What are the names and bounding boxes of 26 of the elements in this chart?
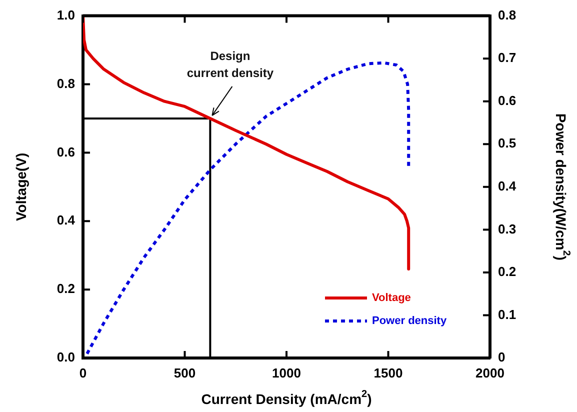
x-tick-label: 0 bbox=[79, 365, 87, 380]
y2-tick-label: 0.6 bbox=[498, 92, 516, 108]
line-series bbox=[86, 61, 410, 356]
y2-tick-label: 0.8 bbox=[498, 7, 516, 22]
annotation: Design current density bbox=[186, 48, 274, 80]
y2-tick-label: 0.1 bbox=[498, 306, 516, 322]
y2-tick-label: 0.5 bbox=[498, 136, 516, 151]
y2-tick-label: 0.7 bbox=[498, 50, 516, 66]
y2-tick-label: 0.4 bbox=[498, 178, 517, 194]
y-tick-label: 0.6 bbox=[56, 144, 75, 160]
y2-tick-label: 0.3 bbox=[498, 221, 516, 236]
y2-tick-label: 0.2 bbox=[498, 264, 516, 280]
x-tick-label: 500 bbox=[174, 365, 196, 380]
legend-label: Power density bbox=[372, 315, 448, 328]
y-tick-label: 0.2 bbox=[56, 281, 75, 296]
x-tick-label: 2000 bbox=[476, 365, 504, 380]
y2-tick-label: 0 bbox=[498, 350, 506, 365]
x-tick-label: 1000 bbox=[272, 365, 301, 380]
y-tick-label: 0.4 bbox=[56, 212, 76, 228]
y-tick-label: 0.0 bbox=[56, 350, 75, 365]
legend-label: Voltage bbox=[372, 292, 411, 304]
y-tick-label: 0.8 bbox=[56, 76, 75, 91]
y2-axis-title: Power density(W/cm2) bbox=[553, 113, 572, 260]
y-tick-label: 1.0 bbox=[56, 7, 75, 22]
x-tick-label: 1500 bbox=[374, 365, 403, 380]
y-axis-title: Voltage(V) bbox=[12, 152, 29, 221]
